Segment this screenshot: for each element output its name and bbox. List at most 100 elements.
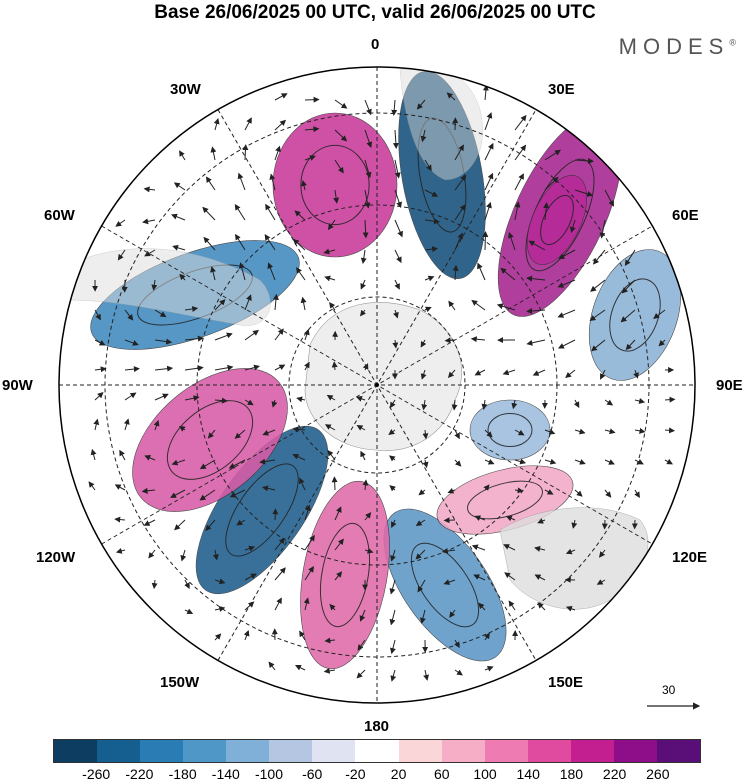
- wind-arrow: [443, 579, 456, 585]
- wind-arrow: [171, 459, 186, 466]
- lon-label-0: 0: [371, 36, 380, 53]
- wind-arrow: [481, 399, 488, 410]
- wind-arrow: [124, 392, 137, 401]
- wind-arrow: [180, 549, 187, 562]
- colorbar-tick-label: -100: [254, 766, 284, 782]
- wind-arrow: [451, 399, 458, 411]
- wind-arrow: [244, 573, 257, 581]
- negative-anomaly-blob: [383, 508, 507, 662]
- colorbar-swatch: [484, 740, 528, 762]
- wind-arrow: [171, 213, 186, 221]
- wind-arrow: [364, 512, 372, 521]
- wind-arrow: [214, 299, 226, 311]
- wind-arrow: [360, 249, 367, 264]
- colorbar-swatch: [656, 740, 700, 762]
- wind-arrow: [210, 266, 216, 281]
- wind-arrow: [172, 244, 186, 251]
- colorbar-tick-label: -140: [211, 766, 240, 782]
- wind-arrow: [454, 459, 462, 467]
- wind-arrow: [574, 459, 586, 465]
- wind-arrow: [115, 547, 126, 554]
- wind-arrow: [478, 602, 486, 611]
- wind-arrow: [184, 335, 204, 342]
- wind-arrow: [484, 665, 494, 672]
- wind-arrow: [394, 279, 400, 290]
- wind-arrow: [664, 427, 675, 434]
- wind-arrow: [664, 396, 676, 403]
- wind-arrow: [508, 600, 516, 611]
- wind-arrow: [359, 609, 366, 622]
- wind-arrow: [534, 574, 546, 581]
- wind-arrow: [573, 399, 580, 408]
- wind-arrow: [142, 218, 156, 225]
- wind-arrow: [441, 548, 456, 554]
- wind-arrow: [184, 579, 190, 589]
- wind-arrow: [207, 429, 216, 439]
- wind-arrow: [393, 309, 399, 319]
- colorbar-tick-label: 60: [434, 766, 450, 782]
- wind-arrow: [303, 597, 310, 611]
- colorbar-swatch: [613, 740, 657, 762]
- lon-label-90e: 90E: [716, 377, 743, 394]
- wind-arrow: [394, 249, 402, 264]
- wind-arrow: [420, 609, 426, 624]
- colorbar-tick-label: -60: [302, 766, 323, 782]
- wind-arrow: [484, 201, 492, 221]
- wind-arrow: [474, 515, 486, 521]
- wind-arrow: [173, 182, 186, 191]
- wind-arrow: [244, 399, 254, 406]
- lon-label-90w: 90W: [2, 377, 33, 394]
- wind-arrow: [389, 579, 396, 595]
- wind-arrow: [329, 603, 336, 611]
- wind-arrow: [274, 364, 286, 371]
- wind-arrow: [334, 159, 344, 174]
- wind-arrow: [214, 578, 226, 585]
- wind-arrow: [532, 369, 546, 376]
- colorbar-swatch: [140, 740, 184, 762]
- wind-arrow: [604, 399, 614, 406]
- wind-arrow: [364, 189, 371, 209]
- lon-label-150w: 150W: [160, 674, 200, 691]
- wind-arrow: [236, 519, 246, 526]
- wind-arrow: [304, 504, 311, 521]
- wind-arrow: [558, 249, 576, 260]
- wind-arrow: [634, 459, 644, 465]
- wind-arrow: [199, 459, 216, 470]
- wind-arrow: [508, 231, 516, 251]
- wind-arrow: [272, 508, 279, 521]
- wind-arrow: [388, 429, 396, 435]
- colorbar-tick-label: -20: [345, 766, 366, 782]
- wind-arrow: [329, 301, 336, 311]
- wind-arrow: [234, 203, 246, 221]
- wind-arrow: [471, 299, 486, 311]
- wind-arrow: [534, 545, 546, 552]
- wind-arrow: [364, 159, 372, 179]
- wind-arrow: [362, 479, 369, 491]
- wind-arrow: [514, 114, 527, 131]
- contour-line: [300, 144, 370, 226]
- wind-arrow: [203, 236, 216, 251]
- wind-arrow: [590, 279, 606, 292]
- wind-arrow: [170, 489, 186, 498]
- colorbar-swatch: [355, 740, 399, 762]
- wind-arrow: [362, 219, 369, 239]
- wind-arrow: [482, 231, 489, 251]
- wind-arrow: [205, 176, 216, 191]
- wind-arrow: [179, 273, 186, 281]
- wind-arrow: [449, 609, 456, 618]
- wind-arrow: [514, 144, 527, 161]
- wind-arrow: [514, 173, 524, 191]
- wind-arrow: [360, 450, 366, 461]
- wind-arrow: [124, 366, 140, 373]
- wind-arrow: [299, 630, 306, 641]
- wind-arrow: [304, 126, 320, 133]
- wind-arrow: [235, 233, 246, 251]
- wind-arrow: [153, 419, 160, 431]
- wind-arrow: [543, 202, 550, 221]
- wind-arrow: [420, 129, 427, 143]
- wind-arrow: [391, 519, 397, 529]
- antarctica: [304, 302, 462, 452]
- wind-arrow: [271, 399, 278, 408]
- registered-mark: ®: [729, 37, 736, 48]
- wind-arrow: [214, 397, 228, 404]
